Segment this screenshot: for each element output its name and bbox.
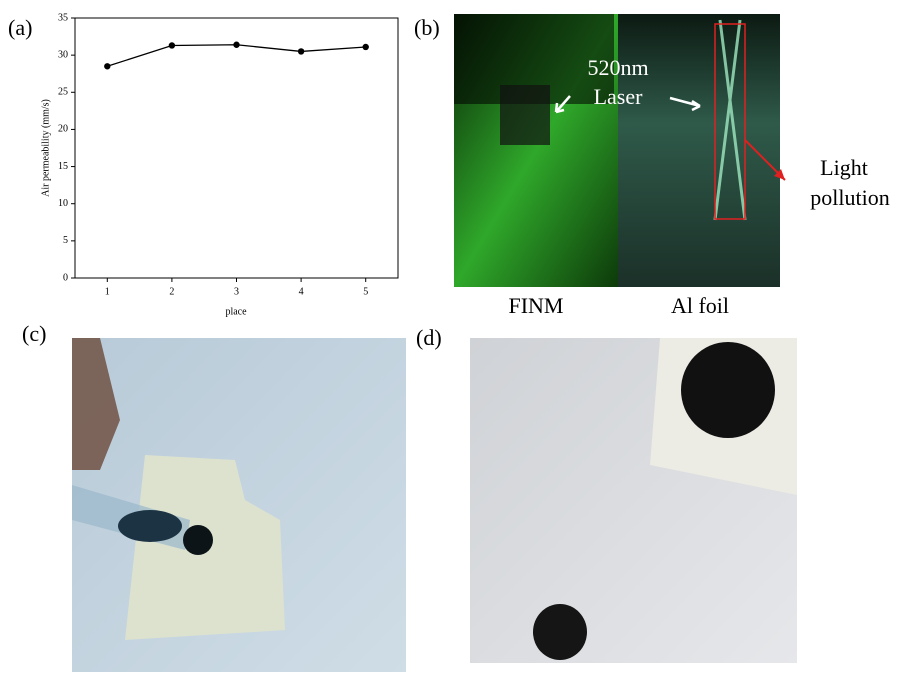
finger	[72, 338, 120, 470]
x-tick-label: 5	[363, 286, 368, 297]
plot-frame	[74, 17, 399, 279]
annotation: pollution	[810, 185, 889, 210]
photo-al-foil	[618, 14, 780, 287]
white-arrow	[669, 96, 701, 112]
y-tick-label: 30	[58, 49, 68, 60]
data-point	[297, 48, 305, 55]
x-axis-label: place	[225, 306, 247, 317]
annotation: Light	[820, 155, 868, 180]
white-arrow	[554, 95, 571, 114]
panel-label: (b)	[414, 15, 440, 40]
data-point	[233, 41, 240, 48]
photo-c	[72, 338, 406, 672]
photo-d	[470, 338, 797, 663]
x-tick-label: 2	[169, 286, 174, 297]
highlight-box	[714, 23, 746, 220]
ink-spot	[533, 604, 587, 660]
y-tick-label: 35	[58, 12, 68, 23]
y-tick-label: 15	[58, 161, 68, 172]
panel-label: (a)	[8, 15, 32, 40]
y-tick-label: 0	[63, 272, 68, 283]
y-tick-label: 25	[58, 87, 68, 98]
ink-dropper	[118, 510, 182, 542]
panel-label: (c)	[22, 321, 46, 346]
data-line	[107, 44, 366, 67]
ink-spot	[183, 525, 213, 555]
data-point	[104, 63, 111, 70]
annotation: 520nm	[587, 55, 648, 80]
ink-spot	[681, 342, 775, 438]
light-beam	[713, 19, 747, 221]
panel-label: (d)	[416, 325, 442, 350]
data-point	[168, 42, 176, 49]
y-axis-label: Air permeability (mm/s)	[40, 99, 51, 197]
y-tick-label: 20	[58, 124, 68, 135]
x-tick-label: 1	[105, 286, 110, 297]
x-tick-label: 3	[234, 286, 239, 297]
laser-device	[500, 85, 550, 145]
arrowhead	[774, 169, 785, 180]
caption: Al foil	[671, 293, 729, 318]
data-point	[362, 43, 369, 51]
y-tick-label: 10	[58, 198, 68, 209]
photo-laser: 520nm Laser Light pollution FINM Al foil	[454, 14, 890, 318]
y-tick-label: 5	[63, 235, 68, 246]
x-tick-label: 4	[299, 286, 304, 297]
line-chart: place Air permeability (mm/s) 0510152025…	[40, 12, 399, 317]
annotation: Laser	[594, 84, 644, 109]
caption: FINM	[508, 293, 563, 318]
